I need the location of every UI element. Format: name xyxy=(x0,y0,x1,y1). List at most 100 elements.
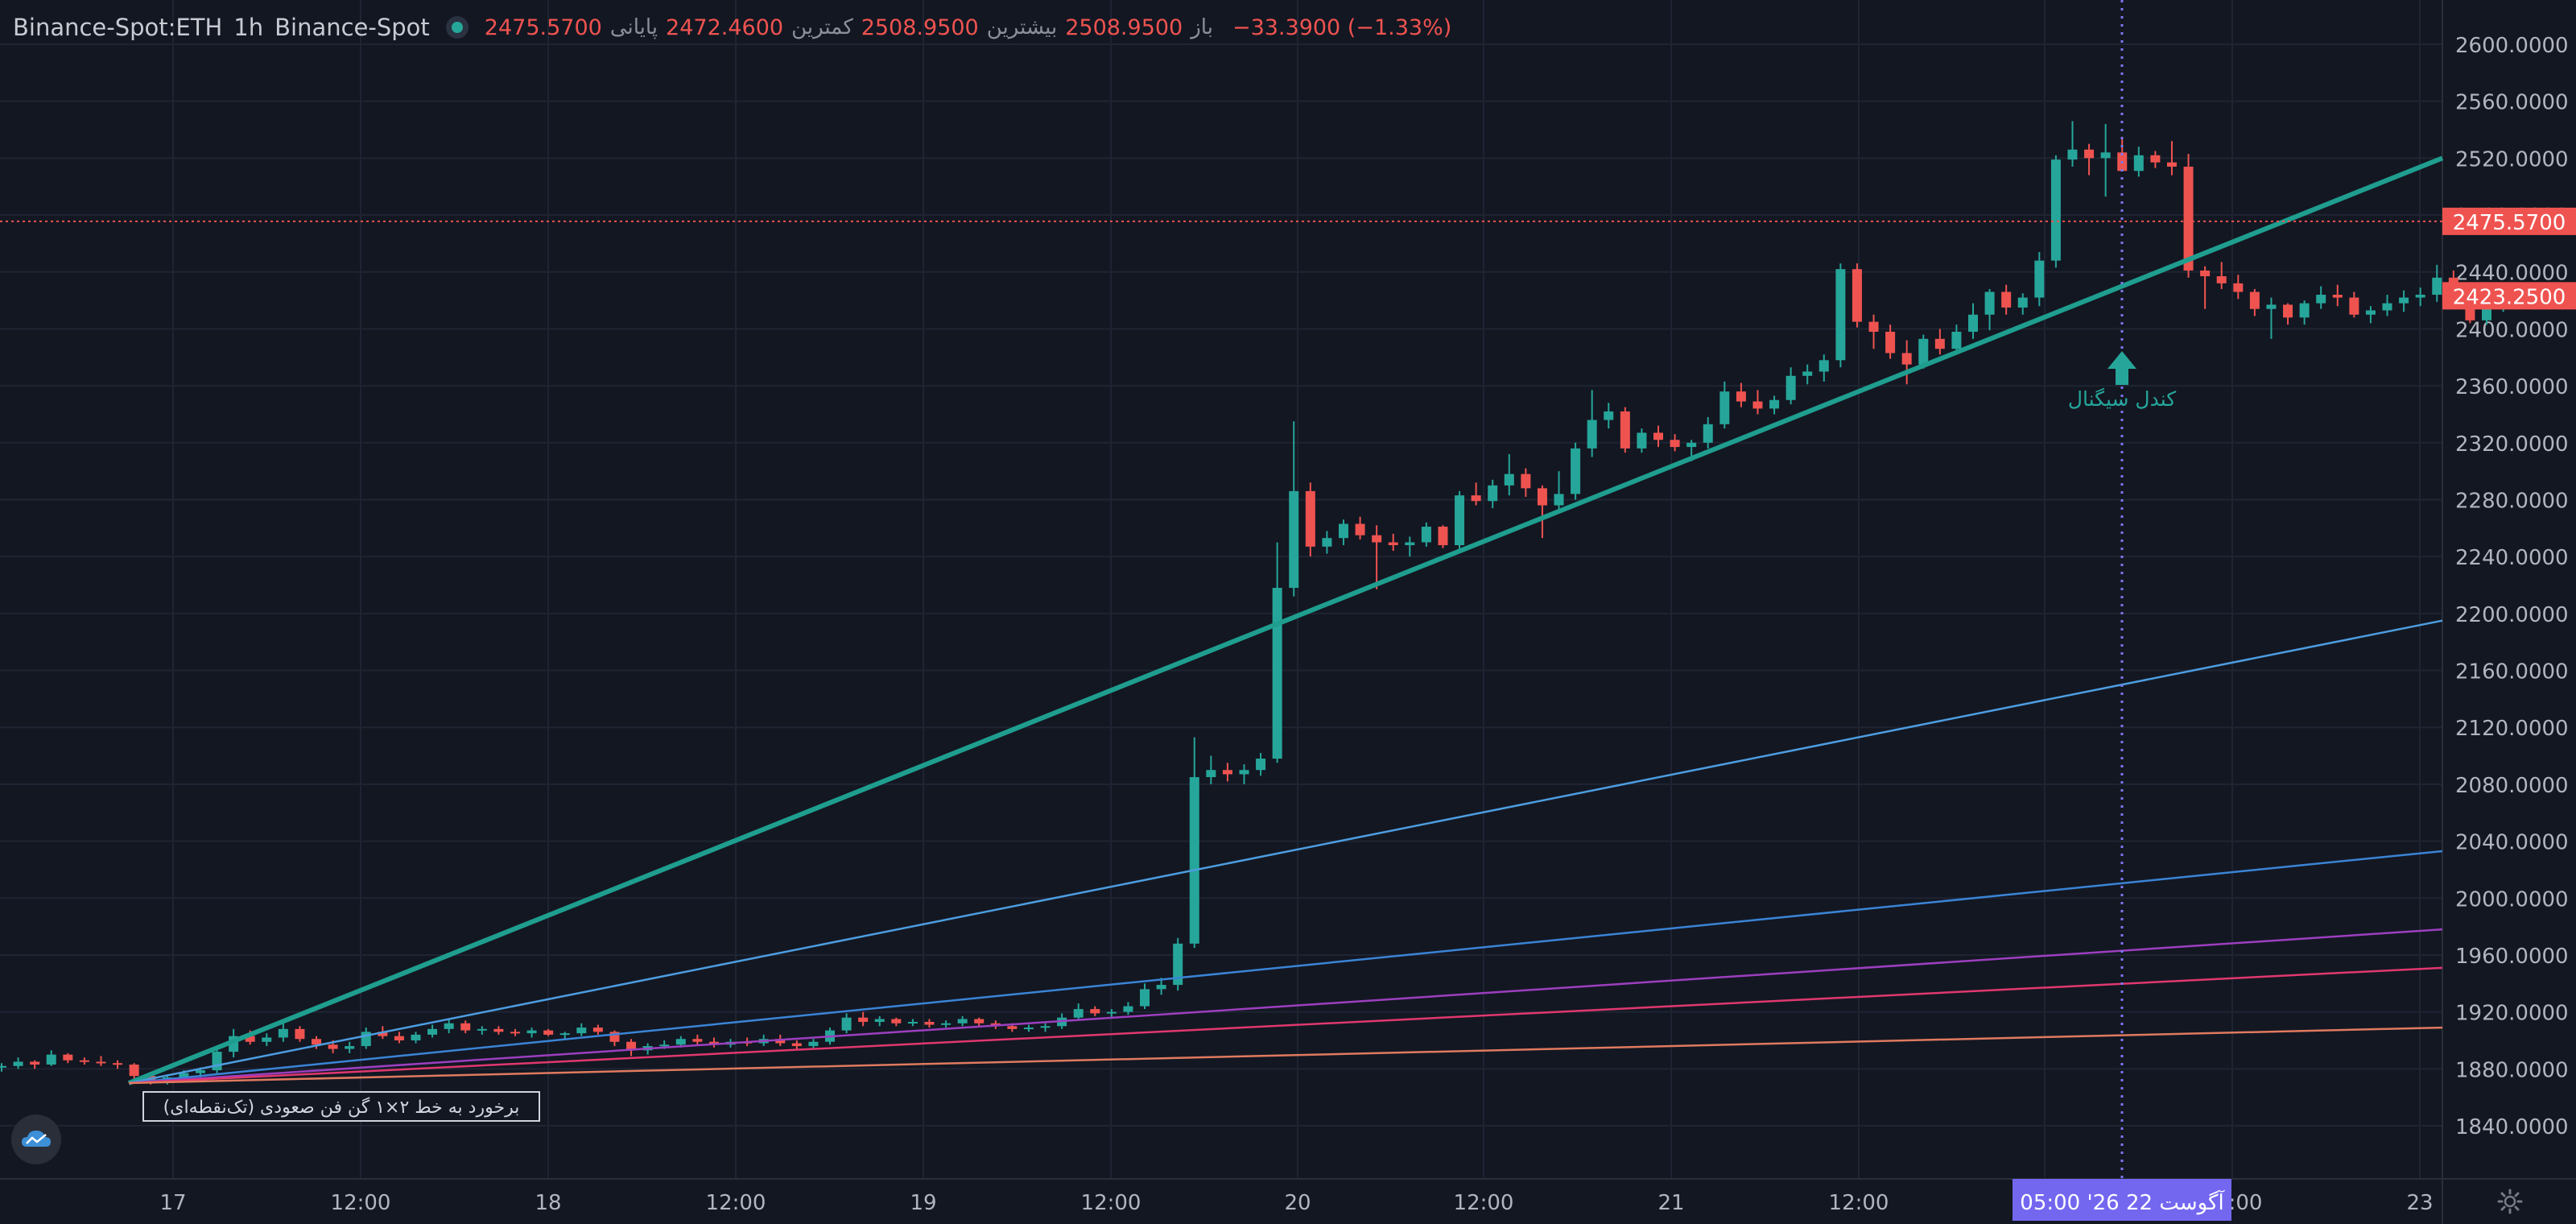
y-tick-label: 1840.0000 xyxy=(2455,1115,2569,1139)
candle-body xyxy=(692,1039,703,1042)
candle-body xyxy=(2382,303,2392,311)
y-tick-label: 2280.0000 xyxy=(2455,489,2569,513)
y-tick-label: 2160.0000 xyxy=(2455,660,2569,684)
symbol-header: Binance-Spot:ETH 1h Binance-Spot باز 250… xyxy=(13,11,1451,43)
candle-body xyxy=(808,1041,819,1047)
y-tick-label: 2120.0000 xyxy=(2455,717,2569,741)
interval-label[interactable]: 1h xyxy=(233,14,264,41)
candle-body xyxy=(179,1073,189,1077)
candle-body xyxy=(1388,542,1398,546)
candle-body xyxy=(858,1017,869,1023)
candle-body xyxy=(1338,523,1348,539)
candle-body xyxy=(2249,292,2260,309)
x-tick-label: 12:00 xyxy=(1081,1191,1141,1215)
symbol-name[interactable]: Binance-Spot:ETH xyxy=(13,14,223,41)
price-label-box xyxy=(2442,207,2576,235)
x-tick-label: 17 xyxy=(159,1191,186,1215)
candle-body xyxy=(129,1065,139,1077)
candle-body xyxy=(411,1034,421,1040)
candle-body xyxy=(957,1019,968,1023)
candle-body xyxy=(2299,303,2310,318)
candle-body xyxy=(1206,770,1216,778)
candle-body xyxy=(1173,943,1183,986)
candle-body xyxy=(1802,371,1813,376)
x-tick-label: 12:00 xyxy=(331,1191,391,1215)
candle-body xyxy=(2133,155,2144,172)
candle-body xyxy=(1488,485,1498,502)
candle-body xyxy=(2183,166,2194,271)
candle-body xyxy=(924,1022,935,1025)
candle-body xyxy=(1537,488,1547,506)
settings-gear-icon[interactable] xyxy=(2494,1185,2526,1218)
candle-body xyxy=(1256,759,1266,771)
x-tick-label: 19 xyxy=(910,1191,936,1215)
y-tick-label: 1920.0000 xyxy=(2455,1002,2569,1026)
candle-body xyxy=(2100,152,2111,159)
x-tick-label: 21 xyxy=(1657,1191,1684,1215)
candle-body xyxy=(1455,495,1465,546)
candle-body xyxy=(477,1028,487,1031)
candle-body xyxy=(1554,494,1564,506)
candle-body xyxy=(1156,985,1166,990)
candle-body xyxy=(1901,353,1912,365)
gann-fan-line xyxy=(128,966,2443,1085)
candle-body xyxy=(1355,523,1365,536)
candle-body xyxy=(891,1019,902,1023)
gann-fan-line xyxy=(128,850,2443,1085)
candle-body xyxy=(1934,338,1945,349)
candle-body xyxy=(1040,1026,1051,1028)
candle-body xyxy=(1653,432,1663,440)
market-status-icon xyxy=(445,16,469,39)
low-label: کمترین xyxy=(791,15,853,39)
candle-body xyxy=(1703,424,1713,443)
candle-body xyxy=(1571,448,1581,494)
candle-body xyxy=(1189,777,1199,944)
candle-body xyxy=(1405,542,1415,546)
price-label-text: 2423.2500 xyxy=(2453,285,2566,309)
candle-body xyxy=(592,1028,603,1032)
candle-body xyxy=(2084,149,2095,159)
high-label: بیشترین xyxy=(986,15,1058,39)
annotation-box xyxy=(142,1091,540,1122)
close-value: 2475.5700 xyxy=(484,14,602,40)
signal-arrow-icon xyxy=(2107,351,2136,385)
candle-body xyxy=(2150,155,2161,163)
candle-body xyxy=(1752,401,1763,409)
candle-body xyxy=(1835,269,1846,361)
candle-body xyxy=(2216,276,2227,283)
candle-body xyxy=(278,1028,288,1038)
y-tick-label: 2080.0000 xyxy=(2455,774,2569,798)
candle-body xyxy=(510,1032,520,1034)
candle-body xyxy=(2067,149,2078,160)
candle-body xyxy=(1239,770,1249,775)
candle-body xyxy=(675,1039,686,1045)
candle-body xyxy=(328,1044,338,1049)
candle-body xyxy=(1951,331,1962,349)
logo-cloud-icon[interactable] xyxy=(11,1114,61,1164)
candle-body xyxy=(79,1060,89,1062)
candle-body xyxy=(626,1041,637,1051)
candle-body xyxy=(1620,411,1630,449)
candle-body xyxy=(1140,989,1150,1007)
candle-body xyxy=(2365,310,2376,315)
y-tick-label: 2040.0000 xyxy=(2455,831,2569,855)
y-tick-label: 2200.0000 xyxy=(2455,603,2569,627)
candle-body xyxy=(1521,473,1531,489)
candle-body xyxy=(1272,588,1282,759)
candle-body xyxy=(874,1019,885,1023)
candle-body xyxy=(2316,295,2326,304)
candle-body xyxy=(576,1028,587,1034)
candle-body xyxy=(295,1028,305,1040)
candle-body xyxy=(1322,538,1332,547)
candle-body xyxy=(63,1054,73,1061)
y-tick-label: 2240.0000 xyxy=(2455,546,2569,570)
candle-body xyxy=(245,1036,255,1042)
candle-body xyxy=(1637,432,1647,449)
candle-body xyxy=(1719,391,1730,424)
candle-body xyxy=(2200,270,2211,277)
candle-body xyxy=(2233,283,2244,292)
candle-body xyxy=(1785,375,1796,400)
candle-body xyxy=(2349,297,2359,315)
x-tick-label: 23 xyxy=(2406,1191,2433,1215)
